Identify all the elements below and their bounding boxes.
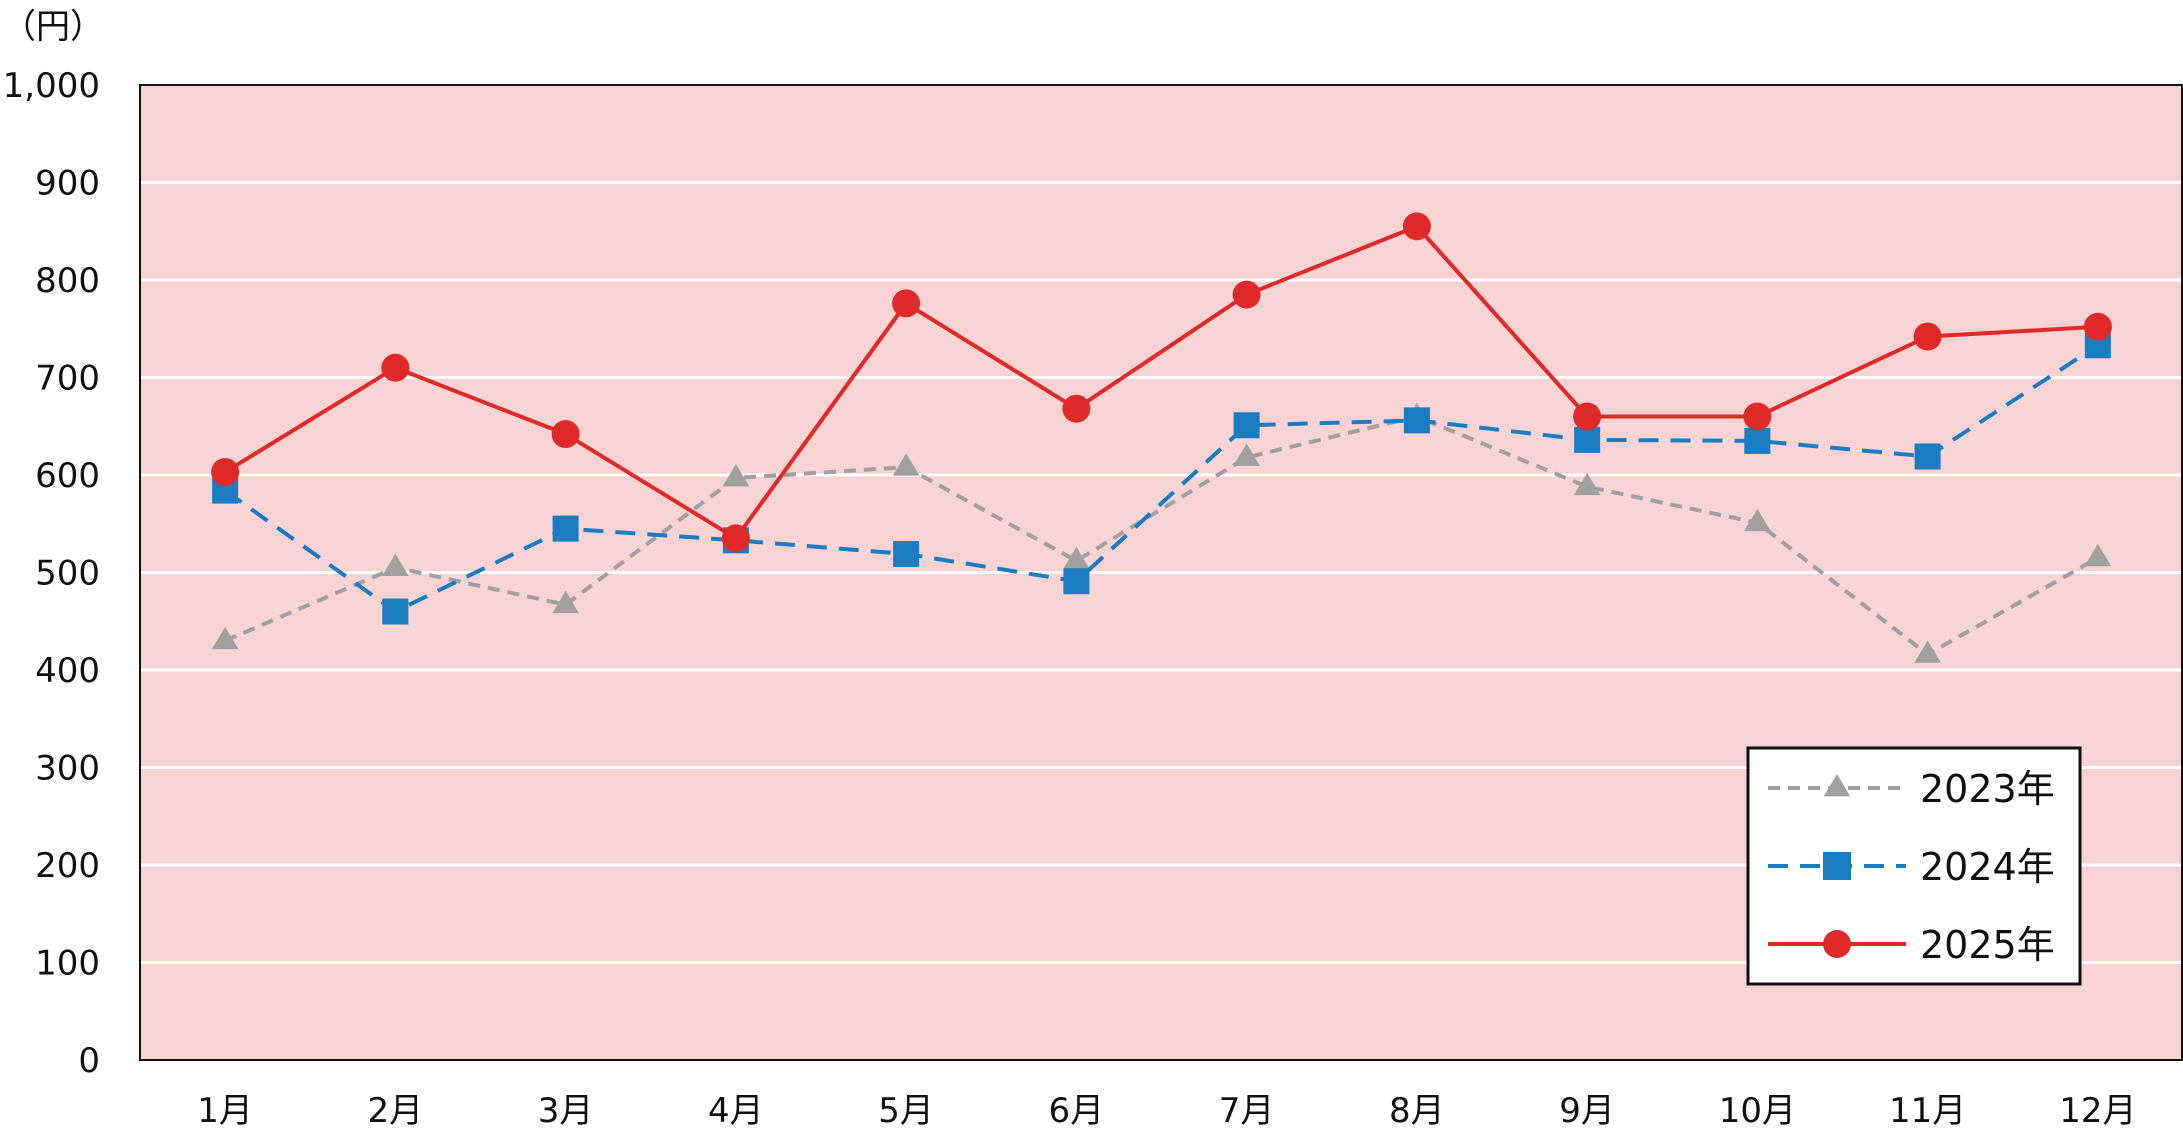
legend-entry: 2024年 [1768,845,2055,889]
series-layer [211,212,2112,663]
x-tick-label: 1月 [197,1091,253,1131]
x-tick-label: 8月 [1389,1091,1445,1131]
triangle-marker [1233,443,1260,466]
square-marker [1914,443,1941,470]
x-tick-label: 11月 [1889,1091,1966,1131]
circle-marker [381,353,410,382]
y-tick-label: 1,000 [3,66,100,106]
y-tick-label: 700 [35,359,100,399]
square-marker [1403,407,1430,434]
triangle-marker [552,590,579,614]
series-2025年 [211,212,2112,553]
y-tick-label: 900 [35,164,100,204]
y-tick-label: 200 [35,846,100,886]
x-tick-label: 3月 [538,1091,594,1131]
triangle-marker [211,626,239,650]
circle-marker [1573,402,1602,431]
triangle-marker [1573,472,1601,496]
triangle-marker [1823,774,1851,797]
y-axis-unit-label: （円） [2,7,104,47]
legend: 2023年 2024年 2025年 [1746,746,2082,986]
legend-entry: 2025年 [1768,923,2055,967]
square-marker [1823,852,1851,880]
triangle-marker [382,553,409,577]
triangle-marker [892,453,920,476]
square-marker [893,540,920,567]
circle-marker [1402,212,1431,241]
x-tick-label: 12月 [2059,1091,2136,1131]
circle-marker [1062,394,1091,423]
y-tick-label: 100 [35,944,100,984]
x-tick-label: 7月 [1219,1091,1275,1131]
circle-marker [1232,280,1261,309]
y-tick-label: 0 [78,1041,100,1081]
circle-marker [1913,322,1942,351]
plot-frame [139,84,2183,1061]
series-line [224,414,2099,657]
x-tick-label: 9月 [1559,1091,1615,1131]
x-tick-label: 4月 [708,1091,764,1131]
circle-marker [211,458,240,487]
legend-label: 2024年 [1920,845,2055,889]
legend-label: 2023年 [1920,767,2055,811]
circle-marker [551,420,580,449]
y-tick-label: 500 [35,554,100,594]
triangle-marker [722,463,750,487]
triangle-marker [1914,640,1941,663]
series-line [223,343,2099,614]
square-marker [382,598,409,625]
x-tick-label: 6月 [1049,1091,1105,1131]
square-marker [1744,427,1771,454]
circle-marker [1823,930,1851,958]
y-tick-label: 800 [35,261,100,301]
x-axis-ticks: 1月 2月 3月 4月 5月 6月 7月 8月 9月 10月 11月 12月 [197,1091,2136,1131]
square-marker [1063,568,1090,595]
triangle-marker [1063,546,1090,570]
square-marker [552,515,579,542]
y-tick-label: 600 [35,456,100,496]
legend-label: 2025年 [1920,923,2055,967]
circle-marker [721,524,750,553]
circle-marker [892,289,921,318]
circle-marker [1743,402,1772,431]
legend-entry: 2023年 [1768,767,2055,811]
series-line [224,224,2098,541]
triangle-marker [2084,543,2112,567]
y-tick-label: 400 [35,651,100,691]
x-tick-label: 2月 [368,1091,424,1131]
x-tick-label: 10月 [1719,1091,1796,1131]
triangle-marker [1744,508,1771,532]
x-tick-label: 5月 [878,1091,934,1131]
y-tick-label: 300 [35,749,100,789]
square-marker [1233,412,1260,439]
y-axis-ticks: 0 100 200 300 400 500 600 700 800 900 1,000 [3,66,100,1081]
circle-marker [2083,312,2112,341]
square-marker [1574,426,1601,453]
